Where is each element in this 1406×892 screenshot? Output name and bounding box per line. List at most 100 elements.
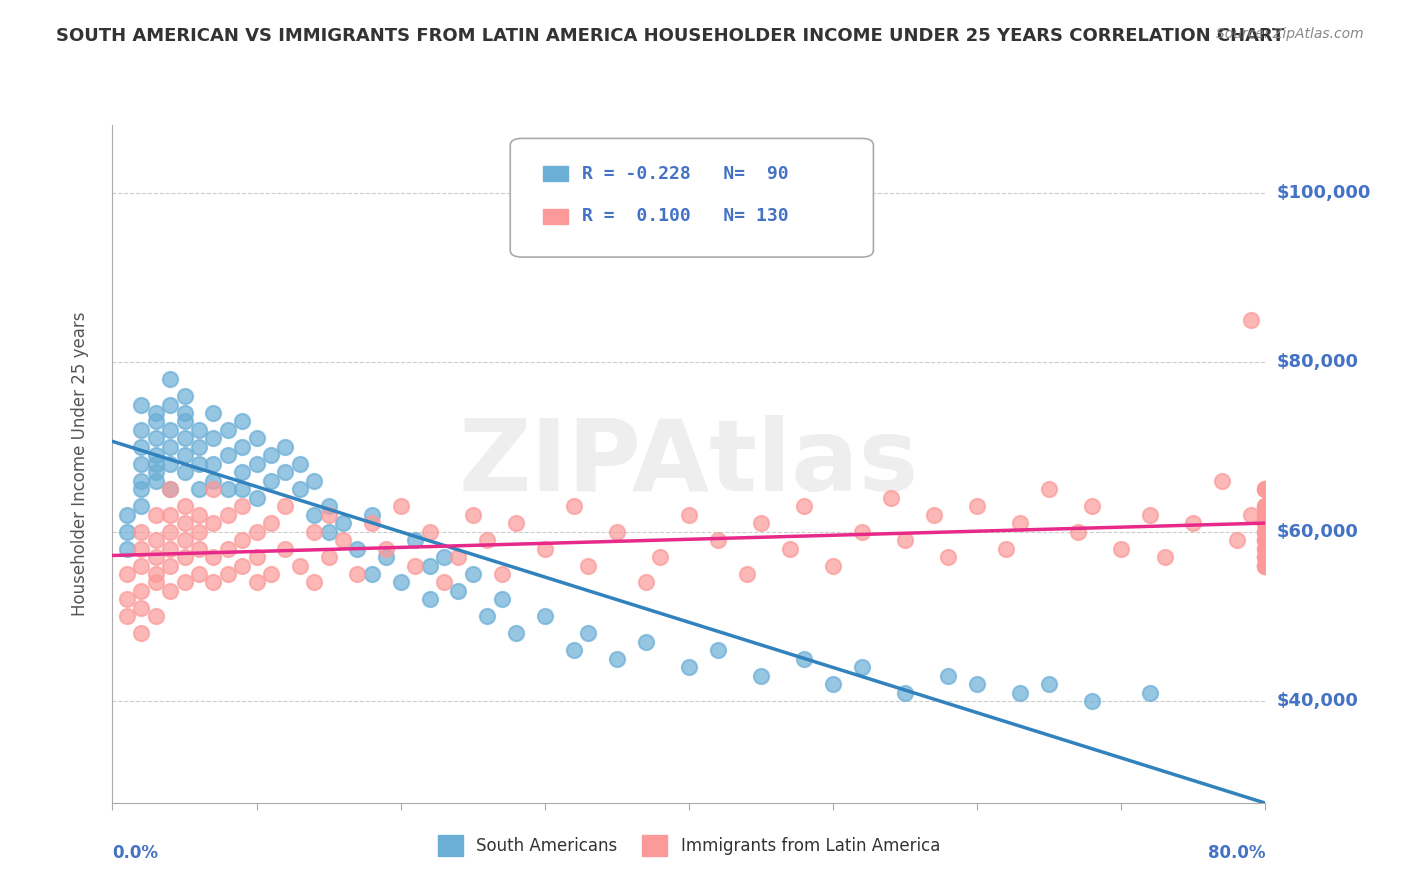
Point	[360, 508, 382, 522]
Point	[288, 482, 311, 496]
Point	[188, 457, 211, 471]
Point	[1038, 677, 1060, 691]
Point	[936, 669, 959, 683]
Text: ZIPAtlas: ZIPAtlas	[458, 416, 920, 512]
Point	[129, 499, 153, 513]
Point	[880, 491, 903, 505]
Point	[1010, 516, 1032, 530]
Point	[145, 567, 167, 582]
Point	[1254, 558, 1277, 573]
Y-axis label: Householder Income Under 25 years: Householder Income Under 25 years	[70, 311, 89, 616]
Text: $60,000: $60,000	[1277, 523, 1358, 541]
Point	[433, 575, 456, 590]
Point	[360, 567, 382, 582]
Point	[173, 499, 195, 513]
Point	[1067, 524, 1090, 539]
Point	[188, 440, 211, 454]
Point	[1254, 508, 1277, 522]
Point	[1254, 482, 1277, 496]
Point	[995, 541, 1018, 556]
Point	[419, 558, 441, 573]
Point	[1226, 533, 1249, 547]
Point	[159, 524, 181, 539]
Point	[1254, 508, 1277, 522]
Point	[274, 440, 297, 454]
Point	[1254, 524, 1277, 539]
Point	[922, 508, 945, 522]
Point	[562, 643, 585, 657]
Point	[202, 516, 225, 530]
Point	[1254, 524, 1277, 539]
Point	[491, 592, 513, 607]
Point	[1081, 499, 1104, 513]
Point	[606, 651, 628, 665]
Point	[173, 432, 195, 446]
Point	[1254, 524, 1277, 539]
Point	[159, 558, 181, 573]
Point	[447, 549, 470, 565]
Point	[260, 516, 283, 530]
Point	[145, 448, 167, 462]
Point	[159, 397, 181, 411]
Point	[304, 508, 326, 522]
Point	[129, 397, 153, 411]
Point	[304, 524, 326, 539]
Point	[115, 524, 138, 539]
Point	[1139, 685, 1161, 699]
Point	[245, 549, 267, 565]
Point	[115, 541, 138, 556]
Point	[475, 609, 498, 624]
Text: $80,000: $80,000	[1277, 353, 1358, 371]
Point	[1254, 524, 1277, 539]
Point	[129, 541, 153, 556]
Point	[419, 592, 441, 607]
Point	[1254, 508, 1277, 522]
Point	[491, 567, 513, 582]
Point	[145, 432, 167, 446]
Point	[851, 660, 873, 674]
Point	[1254, 482, 1277, 496]
Point	[202, 432, 225, 446]
Point	[231, 499, 253, 513]
Point	[1254, 549, 1277, 565]
Point	[231, 482, 253, 496]
Point	[1254, 558, 1277, 573]
Point	[505, 626, 527, 640]
Point	[1254, 516, 1277, 530]
Point	[1139, 508, 1161, 522]
Point	[231, 533, 253, 547]
Point	[274, 499, 297, 513]
Point	[188, 567, 211, 582]
Point	[332, 516, 354, 530]
Point	[1254, 533, 1277, 547]
Point	[1254, 549, 1277, 565]
Point	[375, 541, 398, 556]
Point	[159, 372, 181, 386]
Point	[173, 414, 195, 428]
Point	[1254, 533, 1277, 547]
Point	[475, 533, 498, 547]
Point	[274, 466, 297, 480]
Point	[173, 389, 195, 403]
Point	[188, 541, 211, 556]
Point	[562, 499, 585, 513]
Point	[159, 482, 181, 496]
Point	[1038, 482, 1060, 496]
Point	[188, 423, 211, 437]
Point	[115, 508, 138, 522]
Point	[1240, 312, 1263, 326]
Point	[894, 533, 917, 547]
Text: $100,000: $100,000	[1277, 184, 1371, 202]
Point	[346, 541, 368, 556]
Point	[1254, 499, 1277, 513]
Point	[115, 609, 138, 624]
Text: $40,000: $40,000	[1277, 692, 1358, 710]
Point	[678, 660, 700, 674]
Point	[1254, 533, 1277, 547]
Point	[1240, 508, 1263, 522]
Point	[1254, 533, 1277, 547]
Point	[1254, 516, 1277, 530]
Point	[129, 440, 153, 454]
Point	[260, 567, 283, 582]
FancyBboxPatch shape	[543, 166, 568, 181]
